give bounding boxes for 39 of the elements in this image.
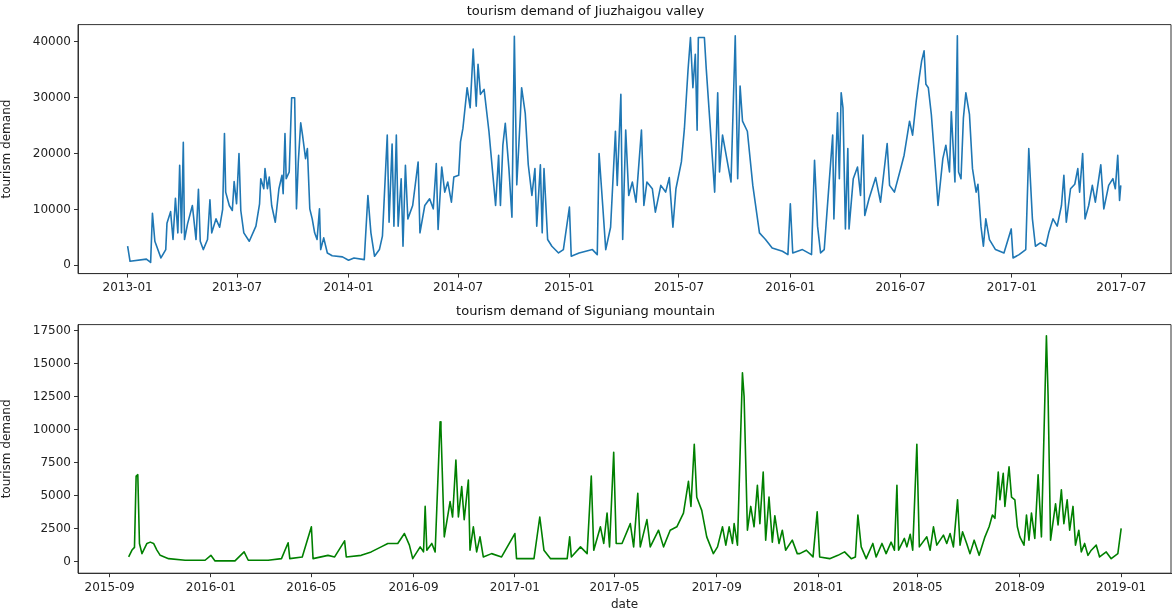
y-tick-label: 5000 (40, 487, 71, 502)
x-tick-label: 2015-07 (653, 279, 705, 294)
x-tick-label: 2016-07 (875, 279, 926, 294)
x-tick-label: 2017-01 (489, 579, 540, 594)
y-tick-label: 2500 (40, 521, 71, 536)
x-tick-label: 2018-05 (892, 579, 943, 594)
x-tick-label: 2018-01 (792, 579, 844, 594)
y-axis-title: tourism demand (0, 99, 14, 199)
y-tick-label: 15000 (32, 355, 71, 370)
x-tick-label: 2016-01 (185, 579, 236, 594)
x-tick-label: 2015-09 (84, 579, 135, 594)
x-tick-label: 2015-01 (544, 279, 595, 294)
y-tick-label: 20000 (32, 145, 71, 160)
y-axis-title: tourism demand (0, 399, 14, 499)
x-tick-label: 2013-07 (212, 279, 263, 294)
chart-title: tourism demand of Siguniang mountain (456, 303, 715, 319)
y-tick-label: 0 (63, 554, 71, 569)
y-tick-label: 10000 (32, 201, 71, 216)
x-tick-label: 2013-01 (102, 279, 153, 294)
x-tick-label: 2014-01 (323, 279, 374, 294)
x-tick-label: 2016-01 (765, 279, 816, 294)
y-tick-label: 12500 (32, 388, 71, 403)
x-tick-label: 2017-07 (1096, 279, 1147, 294)
y-tick-label: 10000 (32, 421, 71, 436)
x-tick-label: 2017-09 (691, 579, 742, 594)
x-tick-label: 2017-01 (986, 279, 1037, 294)
y-tick-label: 30000 (32, 89, 71, 104)
y-tick-label: 0 (63, 257, 71, 272)
x-tick-label: 2016-05 (286, 579, 337, 594)
y-tick-label: 40000 (32, 34, 71, 49)
x-tick-label: 2017-05 (589, 579, 640, 594)
x-tick-label: 2018-09 (994, 579, 1045, 594)
x-axis-title: date (610, 596, 639, 611)
x-tick-label: 2014-07 (433, 279, 484, 294)
x-tick-label: 2016-09 (388, 579, 439, 594)
y-tick-label: 7500 (40, 454, 71, 469)
y-tick-label: 17500 (32, 322, 71, 337)
chart-title: tourism demand of Jiuzhaigou valley (466, 3, 705, 19)
x-tick-label: 2019-01 (1096, 579, 1147, 594)
